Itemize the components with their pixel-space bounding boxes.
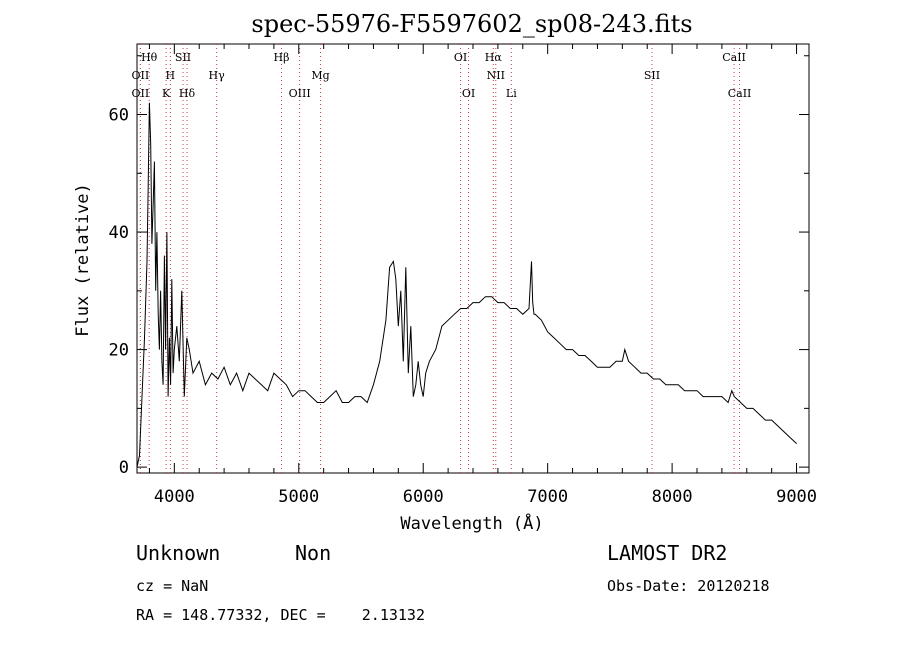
y-axis-label: Flux (relative): [73, 183, 93, 337]
ra-dec: RA = 148.77332, DEC = 2.13132: [136, 606, 425, 624]
y-tick-label: 20: [109, 341, 129, 361]
x-axis-label: Wavelength (Å): [400, 512, 543, 534]
reference-line-label: H: [166, 69, 176, 82]
reference-line-label: SII: [175, 51, 191, 64]
x-tick-label: 6000: [403, 487, 444, 507]
reference-line-label: NII: [487, 69, 505, 82]
survey-name: LAMOST DR2: [607, 541, 727, 565]
obs-date: Obs-Date: 20120218: [607, 577, 770, 595]
axis-ticks: [137, 44, 809, 473]
y-tick-label: 60: [109, 106, 129, 126]
x-tick-label: 4000: [154, 487, 195, 507]
reference-line-label: OI: [462, 87, 475, 100]
reference-line-label: Hα: [485, 51, 503, 64]
reference-lines: [139, 44, 741, 473]
x-tick-label: 8000: [652, 487, 693, 507]
y-tick-label: 40: [109, 223, 129, 243]
x-tick-label: 9000: [776, 487, 817, 507]
reference-line-label: Li: [506, 87, 517, 100]
reference-line-label: CaII: [722, 51, 746, 64]
reference-line-label: Hθ: [141, 51, 158, 64]
axis-tick-labels: 4000 5000 6000 7000 8000 9000 0 20 40 60: [109, 106, 818, 507]
object-class: Unknown: [136, 541, 220, 565]
plot-frame: [136, 43, 810, 474]
spectrum-line: [136, 102, 797, 468]
reference-line-label: Hβ: [274, 51, 290, 64]
reference-line-label: K: [162, 87, 171, 100]
reference-line-label: OIII: [289, 87, 311, 100]
reference-line-label: OI: [454, 51, 467, 64]
reference-line-label: OII: [132, 69, 150, 82]
reference-line-label: Hγ: [209, 69, 226, 82]
y-tick-label: 0: [119, 458, 129, 478]
reference-line-label: Hδ: [179, 87, 196, 100]
reference-line-label: SII: [644, 69, 660, 82]
x-tick-label: 5000: [278, 487, 319, 507]
redshift-cz: cz = NaN: [136, 577, 208, 595]
object-subclass: Non: [295, 541, 331, 565]
reference-line-label: Mg: [311, 69, 329, 82]
x-tick-label: 7000: [527, 487, 568, 507]
reference-line-label: CaII: [728, 87, 752, 100]
chart-title: spec-55976-F5597602_sp08-243.fits: [251, 10, 692, 38]
reference-line-label: OII: [132, 87, 150, 100]
